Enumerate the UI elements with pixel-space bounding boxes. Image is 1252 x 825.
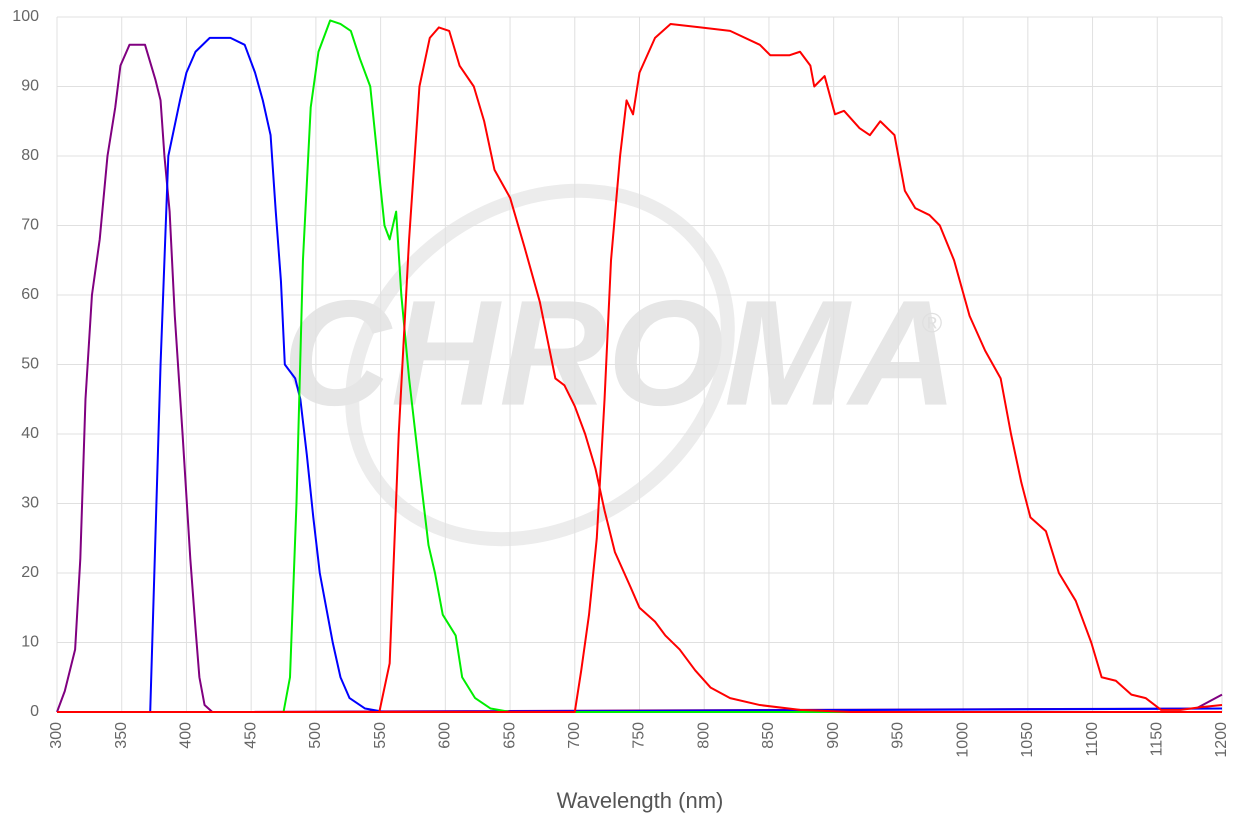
x-tick-label: 450 — [242, 722, 259, 749]
x-tick-label: 600 — [437, 722, 454, 749]
y-tick-label: 20 — [21, 564, 39, 581]
x-tick-label: 1050 — [1019, 722, 1036, 758]
y-tick-label: 50 — [21, 356, 39, 373]
x-tick-label: 300 — [48, 722, 65, 749]
series-line — [56, 43, 1223, 713]
y-tick-label: 100 — [12, 8, 39, 25]
x-tick-label: 350 — [113, 722, 130, 749]
y-tick-label: 90 — [21, 78, 39, 95]
watermark: CHROMA ® — [283, 183, 958, 547]
x-tick-label: 400 — [178, 722, 195, 749]
series-line — [57, 36, 1223, 713]
x-axis-title: Wavelength (nm) — [557, 788, 724, 813]
x-tick-label: 650 — [501, 722, 518, 749]
x-tick-label: 1100 — [1084, 722, 1101, 757]
x-tick-label: 850 — [760, 722, 777, 749]
y-tick-label: 70 — [21, 217, 39, 234]
y-tick-label: 80 — [21, 147, 39, 164]
x-tick-label: 750 — [631, 722, 648, 749]
x-tick-label: 800 — [695, 722, 712, 749]
watermark-registered: ® — [922, 307, 943, 338]
series-line — [57, 26, 1222, 713]
x-tick-label: 900 — [825, 722, 842, 749]
watermark-text: CHROMA — [283, 269, 958, 437]
series-line — [57, 22, 1223, 713]
x-tick-label: 700 — [566, 722, 583, 749]
x-tick-label: 550 — [372, 722, 389, 749]
y-tick-label: 40 — [21, 425, 39, 442]
x-tick-label: 1200 — [1213, 722, 1230, 758]
x-tick-label: 1000 — [954, 722, 971, 758]
y-tick-label: 30 — [21, 495, 39, 512]
x-tick-label: 1150 — [1148, 722, 1165, 757]
x-tick-label: 500 — [307, 722, 324, 749]
y-tick-label: 0 — [30, 703, 39, 720]
x-tick-label: 950 — [890, 722, 907, 749]
series-line — [57, 19, 1222, 713]
y-tick-label: 10 — [21, 634, 39, 651]
y-tick-label: 60 — [21, 286, 39, 303]
